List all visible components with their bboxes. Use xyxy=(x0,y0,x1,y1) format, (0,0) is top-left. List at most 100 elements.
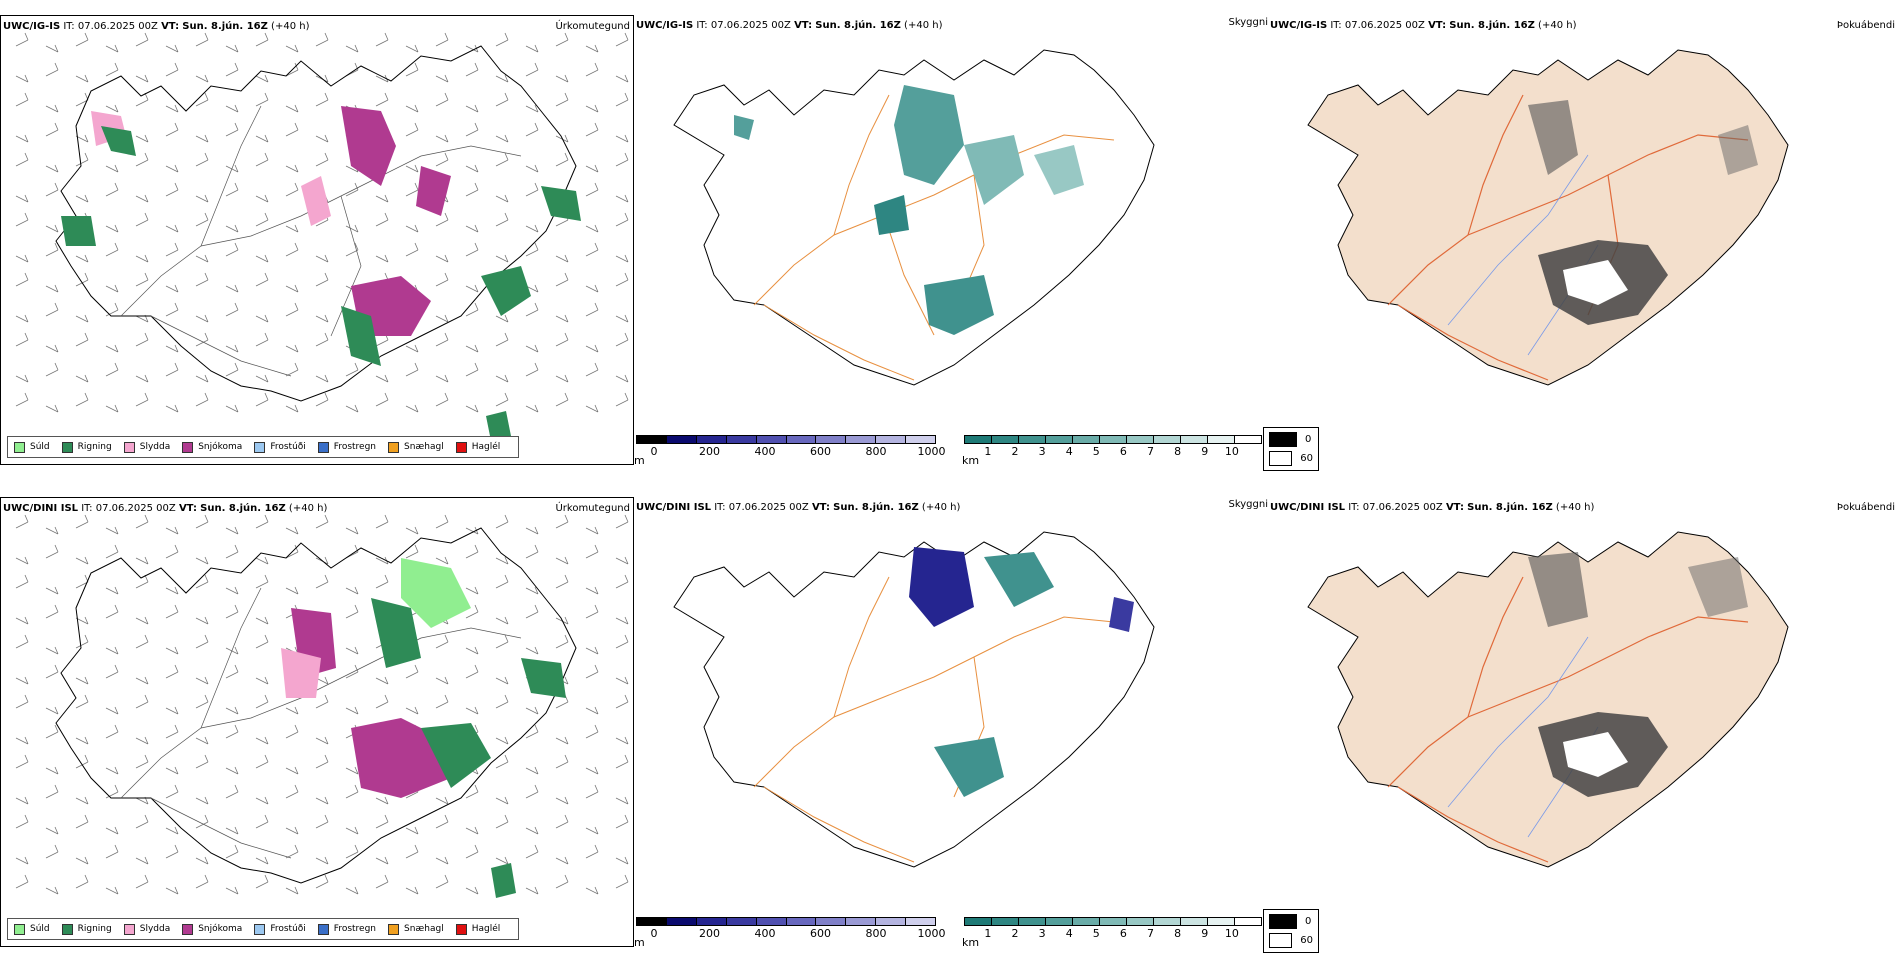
colorbar-cell xyxy=(1019,436,1046,443)
wind-barb xyxy=(495,616,509,625)
colorbar-unit: m xyxy=(634,936,645,949)
wind-barb xyxy=(225,122,239,137)
wind-barb xyxy=(555,556,569,565)
wind-barb xyxy=(165,724,179,739)
wind-barb xyxy=(225,242,239,257)
wind-barb xyxy=(45,362,59,377)
wind-barb xyxy=(15,32,29,47)
wind-barb xyxy=(495,32,509,47)
wind-barb xyxy=(405,526,419,535)
wind-barb xyxy=(195,634,209,649)
colorbar-label: 7 xyxy=(1147,445,1155,458)
wind-barb xyxy=(105,284,119,293)
wind-barb xyxy=(135,556,149,565)
wind-barb xyxy=(315,736,329,745)
wind-barb xyxy=(105,664,119,679)
wind-barb xyxy=(135,74,149,83)
panel-type-label: Þokuábendi xyxy=(1836,20,1895,31)
wind-barb xyxy=(255,194,269,203)
wind-barb xyxy=(405,242,419,257)
legend-item: Haglél xyxy=(455,923,500,935)
wind-barb xyxy=(75,616,89,625)
wind-barb xyxy=(585,526,599,535)
colorbar-label: 1 xyxy=(984,927,992,940)
wind-barb xyxy=(555,814,569,829)
wind-barb xyxy=(375,514,389,529)
wind-barb xyxy=(525,182,539,197)
wind-barb xyxy=(45,886,59,895)
wind-barb xyxy=(75,134,89,143)
wind-barb xyxy=(45,44,59,53)
wind-barb xyxy=(525,586,539,595)
wind-barb xyxy=(495,134,509,143)
colorbar-cell xyxy=(1208,436,1235,443)
wind-barb xyxy=(165,604,179,619)
wind-barb xyxy=(435,32,449,47)
wind-barb xyxy=(435,374,449,383)
wind-barb xyxy=(435,272,449,287)
wind-barb xyxy=(225,284,239,293)
legend-item: Súld xyxy=(14,441,50,453)
legend-swatch xyxy=(388,441,400,453)
wind-barb xyxy=(375,874,389,889)
wind-barb xyxy=(555,32,569,47)
wind-barb xyxy=(45,404,59,413)
wind-barb xyxy=(105,604,119,619)
wind-barb xyxy=(405,164,419,173)
fog-map xyxy=(1307,531,1789,868)
wind-barb xyxy=(255,634,269,649)
colorbar-cells xyxy=(964,917,1262,926)
wind-barb xyxy=(75,332,89,347)
wind-barb xyxy=(615,74,629,83)
fog-legend-label: 60 xyxy=(1300,453,1313,464)
wind-barb xyxy=(435,694,449,709)
precip-map xyxy=(15,32,629,441)
wind-barb xyxy=(285,164,299,173)
wind-barb xyxy=(465,224,479,233)
wind-barb xyxy=(45,242,59,257)
wind-barb xyxy=(165,242,179,257)
wind-barb xyxy=(495,574,509,589)
wind-barb xyxy=(105,766,119,775)
colorbar-cell xyxy=(637,436,667,443)
fog-areas xyxy=(1528,552,1748,797)
wind-barb xyxy=(525,526,539,535)
wind-barb xyxy=(495,694,509,709)
wind-barb xyxy=(465,544,479,559)
wind-barb xyxy=(195,814,209,829)
wind-barb xyxy=(465,242,479,257)
wind-barb xyxy=(525,766,539,775)
legend-swatch xyxy=(123,923,135,935)
wind-barb xyxy=(435,392,449,407)
wind-barb xyxy=(525,784,539,799)
colorbar-cell xyxy=(1181,918,1208,925)
wind-barb xyxy=(75,392,89,407)
legend-label: Slydda xyxy=(139,924,171,934)
wind-barb xyxy=(45,302,59,317)
wind-barb xyxy=(45,784,59,799)
wind-barb xyxy=(225,586,239,595)
colorbar-cell xyxy=(1073,918,1100,925)
wind-barb xyxy=(615,634,629,649)
wind-barb xyxy=(15,194,29,203)
wind-barb xyxy=(165,344,179,353)
legend-label: Snjókoma xyxy=(198,442,243,452)
wind-barb xyxy=(255,32,269,47)
wind-barb xyxy=(15,796,29,805)
wind-barb xyxy=(585,826,599,835)
wind-barb xyxy=(525,886,539,895)
wind-barb xyxy=(615,796,629,805)
wind-barb xyxy=(195,332,209,347)
wind-barb xyxy=(225,182,239,197)
wind-barb xyxy=(255,254,269,263)
colorbar-cell xyxy=(1154,436,1181,443)
wind-barb xyxy=(585,664,599,679)
wind-barb xyxy=(75,92,89,107)
wind-barbs xyxy=(15,514,629,895)
wind-barb xyxy=(195,254,209,263)
wind-barb xyxy=(135,694,149,709)
wind-barb xyxy=(375,212,389,227)
wind-barb xyxy=(495,74,509,83)
wind-barb xyxy=(525,164,539,173)
wind-barb xyxy=(165,886,179,895)
